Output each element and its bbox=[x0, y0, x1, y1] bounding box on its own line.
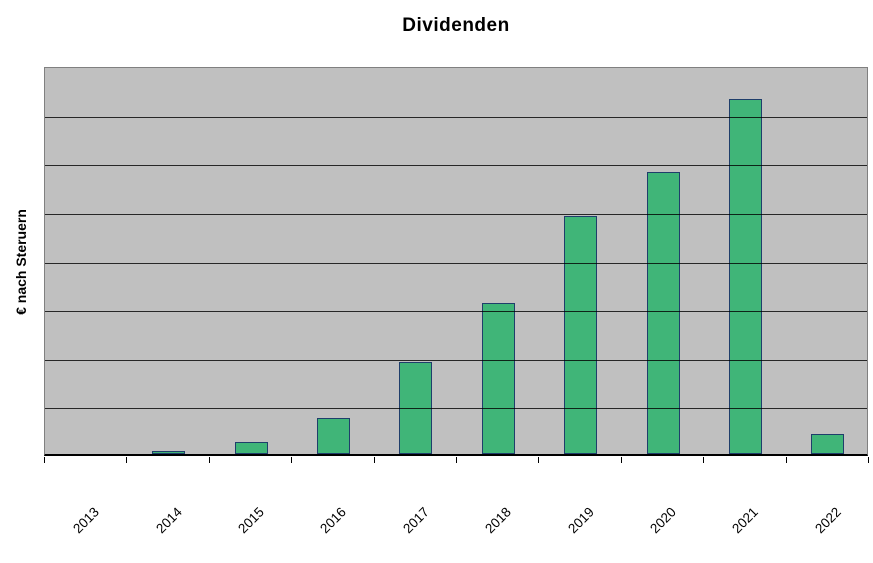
gridline bbox=[45, 213, 867, 215]
bar-2016 bbox=[316, 417, 350, 454]
bar-2020 bbox=[646, 171, 680, 454]
gridline bbox=[45, 116, 867, 118]
gridline bbox=[45, 408, 867, 410]
x-axis-tick bbox=[456, 457, 457, 463]
x-axis-tick bbox=[703, 457, 705, 463]
x-axis-tick bbox=[538, 457, 540, 463]
x-axis-tick bbox=[291, 457, 293, 463]
x-tick-label-2019: 2019 bbox=[564, 504, 597, 537]
x-tick-label-2014: 2014 bbox=[152, 504, 185, 537]
x-tick-label-2020: 2020 bbox=[647, 504, 679, 537]
bar-2018 bbox=[481, 303, 515, 454]
x-axis-tick bbox=[785, 457, 787, 463]
x-tick-label-2016: 2016 bbox=[317, 504, 350, 537]
bar-2014 bbox=[152, 450, 186, 454]
x-axis-tick bbox=[44, 457, 45, 463]
x-tick-label-2015: 2015 bbox=[235, 504, 267, 537]
x-tick-label-2022: 2022 bbox=[811, 504, 844, 537]
gridline bbox=[45, 262, 867, 264]
chart-title: Dividenden bbox=[402, 15, 510, 36]
x-tick-label-2018: 2018 bbox=[482, 504, 515, 537]
x-axis-tick bbox=[620, 457, 622, 463]
x-tick-label-2013: 2013 bbox=[70, 504, 103, 537]
x-axis-tick bbox=[208, 457, 210, 463]
x-axis-tick bbox=[868, 457, 869, 463]
bar-2019 bbox=[564, 215, 598, 454]
bar-2017 bbox=[399, 361, 433, 454]
bar-2015 bbox=[234, 442, 268, 454]
x-axis-tick bbox=[126, 457, 128, 463]
y-axis-label: € nach Steruern bbox=[13, 209, 29, 315]
x-tick-label-2021: 2021 bbox=[729, 504, 762, 537]
bar-2022 bbox=[811, 434, 845, 454]
gridline bbox=[45, 311, 867, 313]
x-axis-tick bbox=[373, 457, 375, 463]
gridline bbox=[45, 165, 867, 167]
gridline bbox=[45, 359, 867, 361]
bar-2021 bbox=[728, 99, 762, 454]
x-tick-label-2017: 2017 bbox=[399, 504, 432, 537]
plot-area bbox=[44, 67, 868, 456]
